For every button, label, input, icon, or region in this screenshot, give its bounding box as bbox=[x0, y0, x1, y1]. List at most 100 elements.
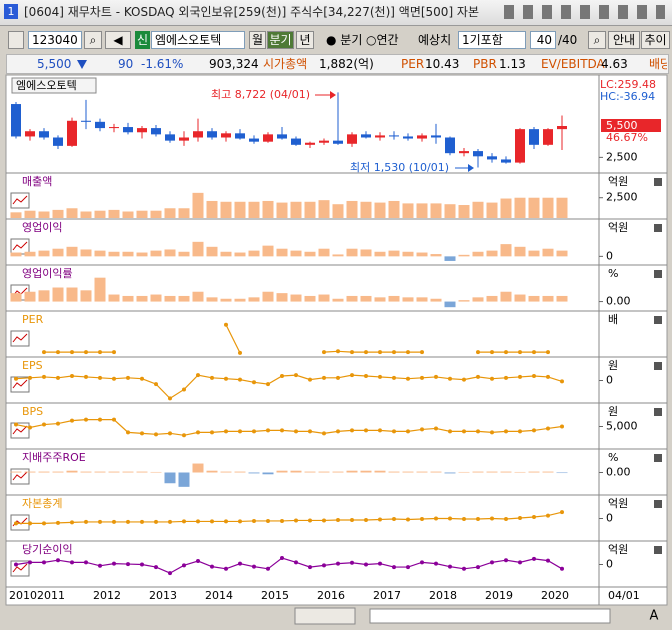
x-tick-label: 2015 bbox=[261, 589, 289, 602]
x-tick-label: 2019 bbox=[485, 589, 513, 602]
panel-icon[interactable] bbox=[10, 330, 30, 347]
bar bbox=[556, 295, 568, 302]
panel-close[interactable] bbox=[654, 408, 662, 416]
radio-quarter[interactable]: ● 분기 bbox=[326, 33, 363, 47]
bar bbox=[542, 248, 554, 257]
bar bbox=[416, 203, 428, 218]
bar bbox=[402, 471, 414, 473]
count-input[interactable]: 40 bbox=[530, 31, 556, 49]
bar bbox=[444, 256, 456, 261]
bar bbox=[500, 198, 512, 218]
per-value: 10.43 bbox=[425, 57, 460, 71]
panel-icon[interactable] bbox=[10, 514, 30, 531]
candle-body bbox=[459, 151, 469, 154]
sound-button[interactable]: ◀ bbox=[105, 31, 131, 49]
trend-button[interactable]: 추이 bbox=[641, 31, 670, 49]
point bbox=[364, 428, 368, 433]
bar bbox=[94, 210, 106, 218]
bar bbox=[374, 202, 386, 218]
bar bbox=[262, 245, 274, 257]
high-note: 최고 8,722 (04/01) bbox=[211, 88, 310, 101]
bar bbox=[234, 298, 246, 302]
guide-button[interactable]: 안내 bbox=[608, 31, 640, 49]
point bbox=[546, 558, 550, 563]
panel-close[interactable] bbox=[654, 270, 662, 278]
bar bbox=[52, 471, 64, 473]
point bbox=[406, 517, 410, 522]
bar bbox=[444, 301, 456, 308]
bar bbox=[318, 294, 330, 302]
panel-close[interactable] bbox=[654, 316, 662, 324]
stock-name[interactable]: 엠에스오토텍 bbox=[151, 31, 245, 49]
code-input[interactable]: 123040 bbox=[28, 31, 82, 49]
panel-close[interactable] bbox=[654, 546, 662, 554]
bar bbox=[108, 294, 120, 302]
panel-close[interactable] bbox=[654, 454, 662, 462]
bar bbox=[248, 472, 260, 474]
point bbox=[224, 429, 228, 434]
y-tick-label: 5,000 bbox=[606, 420, 638, 433]
period-year[interactable]: 년 bbox=[296, 31, 314, 49]
point bbox=[322, 375, 326, 380]
font-button[interactable]: A bbox=[650, 609, 659, 624]
point bbox=[70, 560, 74, 565]
panel-icon[interactable] bbox=[10, 238, 30, 255]
bar bbox=[388, 250, 400, 257]
point bbox=[350, 428, 354, 433]
bar bbox=[262, 291, 274, 302]
chart-toggle[interactable] bbox=[8, 31, 24, 49]
bar bbox=[290, 294, 302, 302]
point bbox=[406, 376, 410, 381]
point bbox=[98, 519, 102, 524]
panel-close[interactable] bbox=[654, 362, 662, 370]
estimate-select[interactable]: 1기포함 bbox=[458, 31, 526, 49]
stock-label-box bbox=[11, 77, 97, 94]
zoom-button[interactable]: ⌕ bbox=[588, 31, 606, 49]
radio-annual[interactable]: ○연간 bbox=[366, 33, 399, 47]
point bbox=[182, 563, 186, 568]
panel-close[interactable] bbox=[654, 500, 662, 508]
panel-unit: 원 bbox=[608, 405, 618, 418]
bar bbox=[220, 201, 232, 218]
bar bbox=[24, 210, 36, 218]
point bbox=[196, 430, 200, 435]
scroll-track[interactable] bbox=[369, 608, 611, 624]
point bbox=[70, 520, 74, 525]
search-button[interactable]: ⌕ bbox=[84, 31, 102, 49]
point bbox=[336, 517, 340, 522]
panel-close[interactable] bbox=[654, 178, 662, 186]
bar bbox=[360, 249, 372, 257]
point bbox=[126, 430, 130, 435]
panel-icon[interactable] bbox=[10, 192, 30, 209]
panel-icon[interactable] bbox=[10, 468, 30, 485]
candle-body bbox=[193, 131, 203, 138]
bar bbox=[416, 297, 428, 302]
scroll-buttons[interactable] bbox=[294, 607, 356, 625]
panel-title: 지배주주ROE bbox=[22, 451, 86, 464]
bar bbox=[136, 252, 148, 257]
point bbox=[476, 516, 480, 521]
point bbox=[476, 350, 480, 355]
point bbox=[420, 350, 424, 355]
panel-close[interactable] bbox=[654, 224, 662, 232]
point bbox=[14, 422, 18, 427]
panel-icon[interactable] bbox=[10, 376, 30, 393]
point bbox=[392, 350, 396, 355]
point bbox=[546, 426, 550, 431]
panel-unit: 억원 bbox=[608, 497, 628, 510]
bar bbox=[262, 472, 274, 475]
bar bbox=[122, 211, 134, 218]
panel-unit: 억원 bbox=[608, 175, 628, 188]
point bbox=[70, 374, 74, 379]
period-month[interactable]: 월 bbox=[249, 31, 266, 49]
point bbox=[448, 564, 452, 569]
bar bbox=[248, 297, 260, 302]
bar bbox=[486, 250, 498, 257]
period-quarter[interactable]: 분기 bbox=[267, 31, 294, 49]
ev-value: 4.63 bbox=[601, 57, 628, 71]
panel-title: BPS bbox=[22, 405, 43, 418]
candle-body bbox=[473, 151, 483, 157]
bar bbox=[24, 291, 36, 302]
window-controls[interactable] bbox=[500, 5, 665, 19]
series-line bbox=[15, 419, 563, 436]
